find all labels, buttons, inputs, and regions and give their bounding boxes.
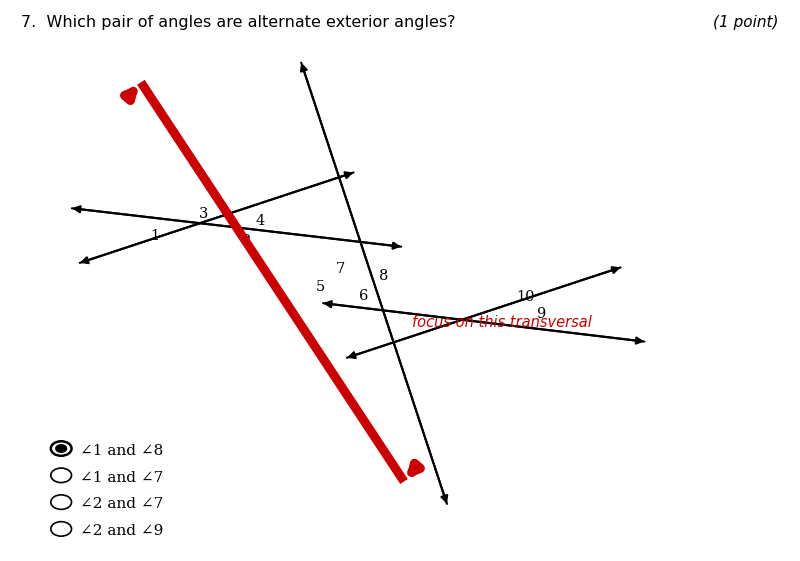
Text: (1 point): (1 point)	[713, 15, 778, 30]
Text: ∠1 and ∠7: ∠1 and ∠7	[79, 471, 162, 485]
Text: 2: 2	[242, 234, 251, 249]
Text: focus on this transversal: focus on this transversal	[412, 315, 592, 330]
Text: 6: 6	[359, 289, 369, 303]
Circle shape	[56, 445, 66, 452]
Text: 7.  Which pair of angles are alternate exterior angles?: 7. Which pair of angles are alternate ex…	[22, 15, 456, 30]
Text: 10: 10	[517, 290, 535, 304]
Text: ∠2 and ∠7: ∠2 and ∠7	[79, 498, 162, 511]
Text: 8: 8	[379, 269, 389, 283]
Text: 9: 9	[537, 307, 546, 321]
Text: 3: 3	[198, 206, 208, 220]
Text: ∠2 and ∠9: ∠2 and ∠9	[79, 524, 163, 538]
Text: 5: 5	[316, 280, 325, 294]
Text: 7: 7	[335, 263, 345, 277]
Text: 1: 1	[150, 229, 160, 243]
Text: 4: 4	[256, 214, 265, 228]
Text: ∠1 and ∠8: ∠1 and ∠8	[79, 444, 162, 458]
